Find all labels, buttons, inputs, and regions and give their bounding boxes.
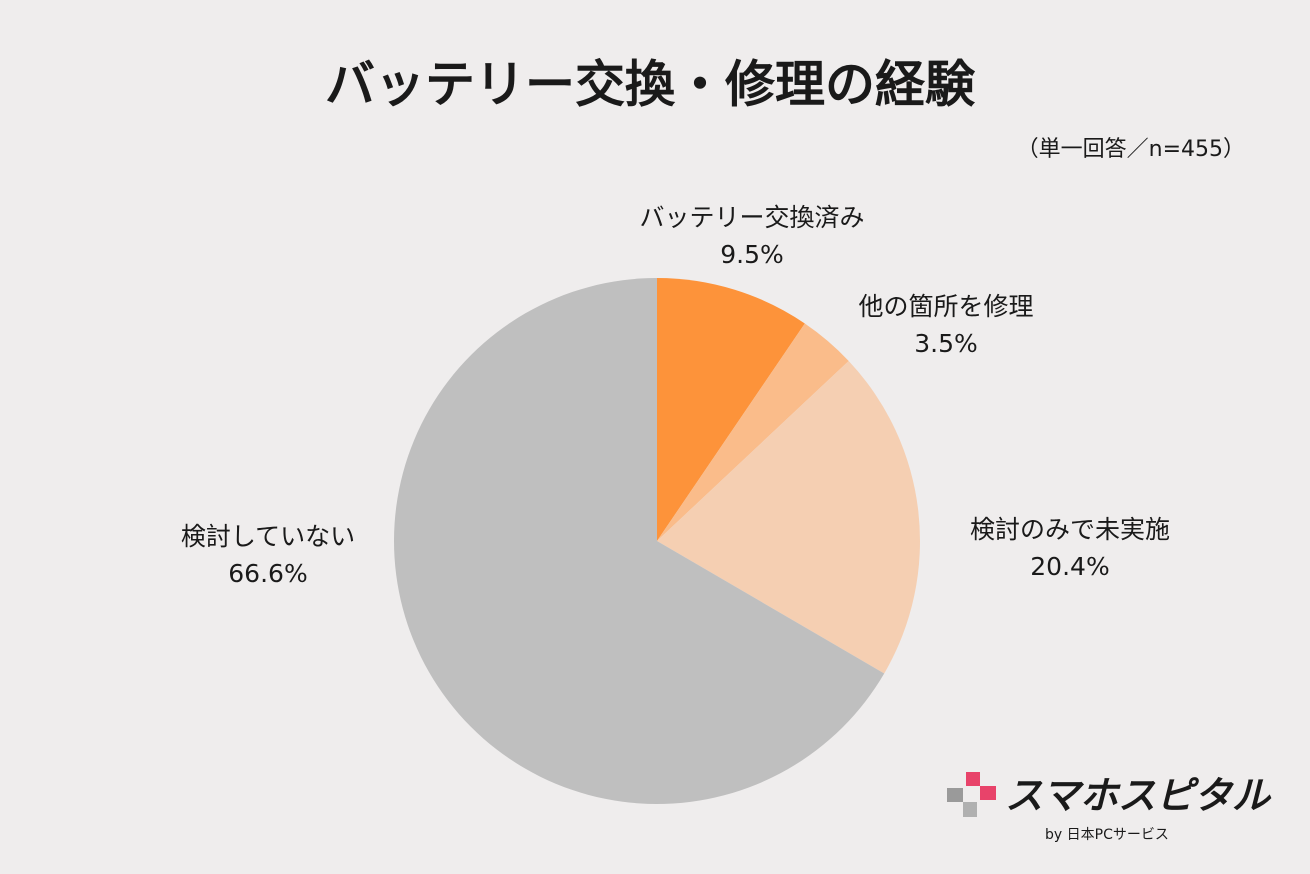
pie-slice (657, 360, 920, 674)
value-label: 3.5% (914, 329, 978, 358)
value-label: 66.6% (228, 559, 307, 588)
chart-title: バッテリー交換・修理の経験 (325, 56, 976, 114)
slice-label: バッテリー交換済み (639, 203, 864, 232)
pie-slice (657, 278, 805, 541)
logo-icon (947, 772, 996, 817)
pie (393, 278, 920, 804)
logo-subtext: by 日本PCサービス (1045, 827, 1169, 843)
slice-label: 他の箇所を修理 (858, 292, 1033, 321)
logo-text: スマホスピタル (1005, 774, 1272, 818)
logo-square (963, 802, 977, 817)
slice-label: 検討のみで未実施 (970, 515, 1170, 544)
value-label: 9.5% (720, 240, 784, 269)
logo-square (966, 772, 980, 786)
logo-square (947, 788, 963, 802)
logo-square (980, 786, 996, 800)
value-label: 20.4% (1030, 552, 1109, 581)
pie-slice (393, 278, 885, 804)
slice-label: 検討していない (181, 522, 355, 551)
chart-subtitle: （単一回答／n=455） (1017, 137, 1245, 162)
pie-slice (657, 323, 849, 541)
